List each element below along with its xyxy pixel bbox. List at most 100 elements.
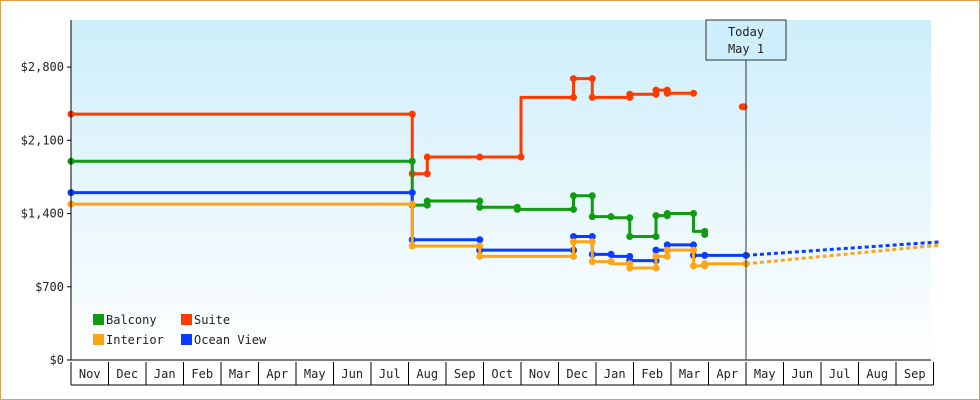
legend-swatch-balcony [93,314,104,325]
legend-label-suite: Suite [194,313,230,327]
today-marker: Today May 1 [705,19,787,360]
data-point-ocean-view-7 [588,233,596,241]
y-tick-label-0: $0 [50,353,64,367]
data-point-suite-17 [690,89,697,97]
data-point-suite-16 [663,89,671,97]
data-point-interior-13 [652,252,660,260]
month-label-0: Nov [79,367,101,381]
data-point-suite-5 [476,153,484,161]
data-point-balcony-1 [408,157,416,165]
month-label-8: Jul [379,367,401,381]
data-point-balcony-6 [476,203,484,211]
month-label-19: Jun [791,367,813,381]
data-point-suite-19 [740,103,748,111]
data-point-interior-12 [652,264,660,272]
data-point-balcony-17 [652,212,660,220]
data-point-interior-3 [476,242,484,250]
data-point-interior-5 [570,252,577,260]
data-point-interior-9 [607,258,615,266]
data-point-suite-7 [570,93,577,101]
data-point-suite-4 [423,153,431,161]
today-label: Today [728,25,764,39]
data-point-suite-3 [423,170,431,178]
month-label-6: May [304,367,326,381]
data-point-ocean-view-9 [607,250,615,258]
data-point-ocean-view-1 [408,189,416,197]
month-label-14: Jan [604,367,626,381]
data-point-balcony-12 [588,213,596,221]
month-label-7: Jun [341,367,363,381]
data-point-suite-1 [408,110,416,118]
month-label-13: Dec [566,367,588,381]
month-label-16: Mar [679,367,701,381]
y-tick-label-2: $1,400 [21,207,64,221]
plot-background [71,20,931,360]
month-label-1: Dec [116,367,138,381]
y-tick-label-4: $2,800 [21,60,64,74]
month-label-9: Aug [416,367,438,381]
month-label-10: Sep [454,367,476,381]
data-point-interior-16 [690,246,697,254]
data-point-balcony-14 [626,214,634,222]
legend-label-interior: Interior [106,333,164,347]
data-point-suite-10 [588,93,596,101]
data-point-balcony-13 [607,213,615,221]
data-point-balcony-8 [513,205,521,213]
data-point-ocean-view-15 [663,241,671,249]
legend-swatch-suite [181,314,192,325]
data-point-interior-15 [663,246,671,254]
month-label-18: May [754,367,776,381]
month-label-20: Jul [829,367,851,381]
data-point-interior-11 [626,264,634,272]
data-point-interior-8 [588,258,596,266]
month-label-12: Nov [529,367,551,381]
legend-swatch-ocean-view [181,334,192,345]
data-point-interior-2 [408,242,416,250]
data-point-ocean-view-3 [476,236,484,244]
data-point-suite-12 [626,90,634,98]
month-label-21: Aug [866,367,888,381]
month-label-22: Sep [904,367,926,381]
data-point-interior-17 [690,262,697,270]
data-point-interior-1 [408,200,416,208]
series-line-interior [71,202,746,270]
data-point-interior-7 [588,238,596,246]
month-label-3: Feb [191,367,213,381]
data-point-interior-14 [663,252,671,260]
data-point-suite-6 [517,153,525,161]
axes-layer: $0 $700 $1,400 $2,100 $2,800 Nov Dec Jan Feb Mar A… [21,20,934,386]
today-date: May 1 [728,42,764,56]
legend-label-balcony: Balcony [106,313,157,327]
data-point-ocean-view-16 [690,241,697,249]
y-tick-label-3: $2,100 [21,133,64,147]
forecast-line-interior [745,243,942,266]
month-label-5: Apr [266,367,288,381]
today-box [705,19,787,61]
data-point-balcony-22 [701,230,709,238]
legend: Balcony Suite Interior Ocean View [93,313,267,347]
month-label-4: Mar [229,367,251,381]
data-point-balcony-20 [690,210,697,218]
data-point-ocean-view-18 [701,251,709,259]
month-label-15: Feb [641,367,663,381]
legend-label-ocean-view: Ocean View [194,333,267,347]
data-point-ocean-view-13 [652,246,660,254]
data-point-suite-9 [588,75,596,83]
data-point-suite-14 [652,86,660,94]
month-label-11: Oct [491,367,513,381]
data-point-balcony-19 [663,210,671,218]
data-point-suite-8 [570,75,577,83]
data-point-balcony-16 [652,233,660,241]
data-point-interior-6 [570,238,577,246]
data-point-interior-19 [701,260,709,268]
legend-swatch-interior [93,334,104,345]
data-point-balcony-9 [570,205,577,213]
data-point-interior-4 [476,252,484,260]
data-point-balcony-5 [476,197,484,205]
forecast-line-ocean-view [745,240,942,257]
data-point-balcony-15 [626,233,634,241]
data-point-balcony-11 [588,192,596,200]
month-label-2: Jan [154,367,176,381]
data-point-ocean-view-6 [570,233,577,241]
